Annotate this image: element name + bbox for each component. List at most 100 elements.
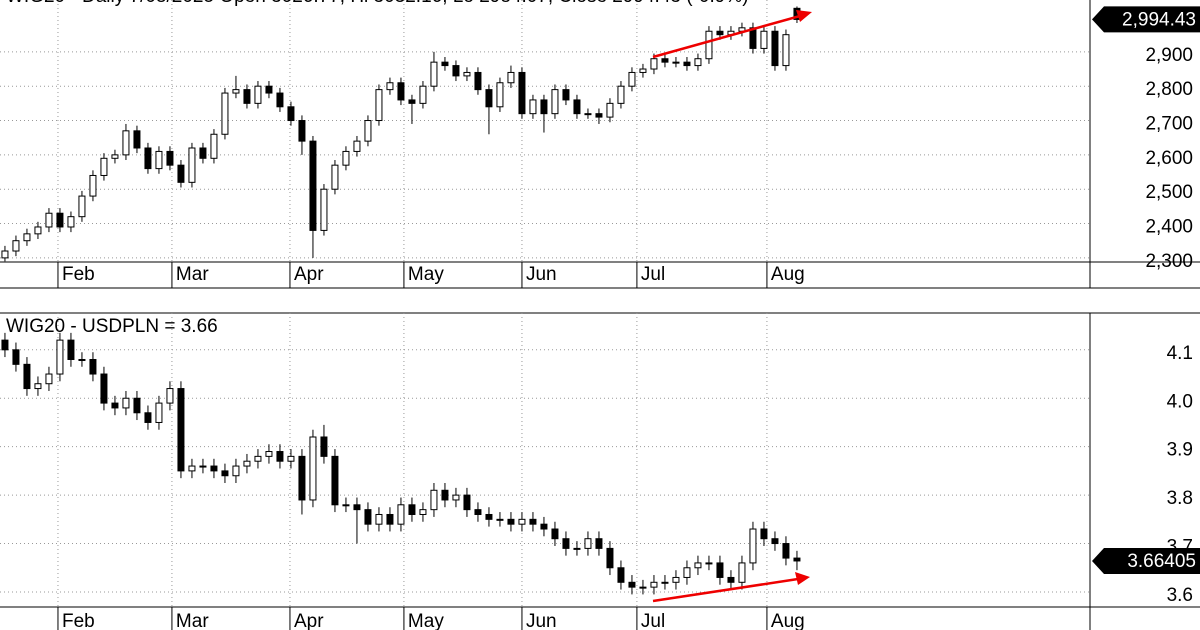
candle-body <box>45 212 53 228</box>
candle-body <box>243 460 251 467</box>
candle-body <box>265 85 273 94</box>
candle-body <box>738 562 746 583</box>
candle-body <box>331 455 339 506</box>
candle-body <box>298 455 306 501</box>
candle-body <box>716 30 724 36</box>
candle-body <box>320 436 328 457</box>
trend-arrow <box>652 14 801 59</box>
candle-body <box>320 188 328 231</box>
candle-body <box>386 513 394 525</box>
candle-body <box>331 164 339 190</box>
candle-body <box>474 71 482 91</box>
candle-body <box>463 71 471 77</box>
candle-body <box>573 547 581 550</box>
candle-body <box>133 130 141 149</box>
candle-body <box>122 397 130 409</box>
candle-body <box>419 85 427 104</box>
candle-body <box>540 523 548 530</box>
candle-body <box>771 538 779 545</box>
candle-body <box>628 71 636 87</box>
candle-body <box>694 58 702 67</box>
candle-body <box>243 89 251 104</box>
x-tick-label: Aug <box>771 264 805 285</box>
candle-body <box>760 30 768 49</box>
candle-body <box>584 113 592 116</box>
candle-body <box>595 113 603 118</box>
x-tick-label: Feb <box>62 264 95 285</box>
candle-body <box>551 528 559 540</box>
candle-body <box>221 470 229 477</box>
candle-body <box>441 489 449 501</box>
candle-body <box>518 71 526 115</box>
candle-body <box>375 513 383 525</box>
y-tick-label: 2,400 <box>1145 217 1193 238</box>
last-value-label: 2,994.43 <box>1122 9 1196 30</box>
candle-body <box>111 402 119 409</box>
candle-body <box>364 120 372 142</box>
arrow-head <box>796 10 812 22</box>
candle-body <box>100 373 108 404</box>
candle-body <box>760 528 768 540</box>
candle-body <box>551 89 559 115</box>
candle-body <box>507 518 515 525</box>
candle-body <box>166 150 174 166</box>
x-tick-label: Apr <box>294 264 324 285</box>
x-tick-label: Jul <box>641 264 665 285</box>
candle-body <box>628 581 636 588</box>
candle-body <box>617 85 625 104</box>
candle-body <box>507 71 515 84</box>
candle-body <box>430 489 438 511</box>
candle-body <box>430 61 438 87</box>
x-tick-label: Jun <box>526 611 557 630</box>
candle-body <box>452 494 460 501</box>
candle-body <box>232 89 240 94</box>
x-tick-label: May <box>408 611 444 630</box>
candle-body <box>89 174 97 197</box>
candle-body <box>397 82 405 101</box>
candle-body <box>67 339 75 360</box>
candle-body <box>749 27 757 49</box>
y-tick-label: 2,500 <box>1145 182 1193 203</box>
candle-body <box>518 518 526 525</box>
candle-body <box>683 567 691 578</box>
candle-body <box>496 82 504 108</box>
y-tick-label: 2,900 <box>1145 45 1193 66</box>
arrow-head <box>795 572 810 585</box>
candle-body <box>232 465 240 477</box>
x-tick-label: Apr <box>294 611 324 630</box>
candle-body <box>606 547 614 569</box>
y-tick-label: 4.1 <box>1167 343 1193 364</box>
candle-body <box>562 89 570 101</box>
candle-body <box>23 363 31 390</box>
candle-body <box>595 538 603 549</box>
candle-body <box>771 30 779 67</box>
y-tick-label: 3.6 <box>1167 585 1193 606</box>
candle-body <box>177 388 185 472</box>
candle-body <box>287 106 295 122</box>
candle-body <box>408 99 416 104</box>
candle-body <box>166 388 174 404</box>
candle-body <box>452 65 460 77</box>
candle-body <box>683 61 691 67</box>
candle-body <box>364 509 372 525</box>
candle-body <box>144 147 152 170</box>
candle-body <box>276 451 284 462</box>
last-value-label: 3.66405 <box>1127 551 1196 572</box>
candle-body <box>375 89 383 122</box>
y-tick-label: 2,600 <box>1145 148 1193 169</box>
candle-body <box>177 164 185 183</box>
candle-body <box>155 150 163 170</box>
candle-body <box>397 504 405 525</box>
candle-body <box>639 586 647 589</box>
candle-body <box>56 339 64 375</box>
candle-body <box>573 99 581 115</box>
x-tick-label: Jun <box>526 264 557 285</box>
candle-body <box>584 538 592 549</box>
y-tick-label: 2,300 <box>1145 251 1193 272</box>
candle-body <box>617 567 625 583</box>
candle-body <box>782 34 790 67</box>
candle-body <box>672 61 680 64</box>
y-tick-label: 3.8 <box>1167 488 1193 509</box>
candle-body <box>639 68 647 73</box>
candle-body <box>12 240 20 252</box>
